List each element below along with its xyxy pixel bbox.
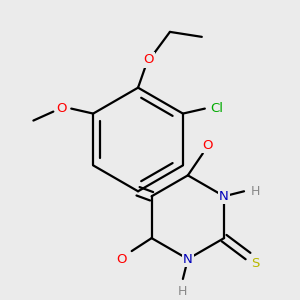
Text: N: N	[183, 253, 193, 266]
Text: O: O	[116, 253, 127, 266]
Text: S: S	[251, 256, 259, 269]
Text: Cl: Cl	[210, 102, 223, 115]
Text: O: O	[143, 53, 153, 66]
Text: H: H	[178, 285, 188, 298]
Text: O: O	[202, 139, 213, 152]
Text: O: O	[56, 102, 67, 115]
Text: H: H	[250, 185, 260, 198]
Text: N: N	[219, 190, 229, 203]
